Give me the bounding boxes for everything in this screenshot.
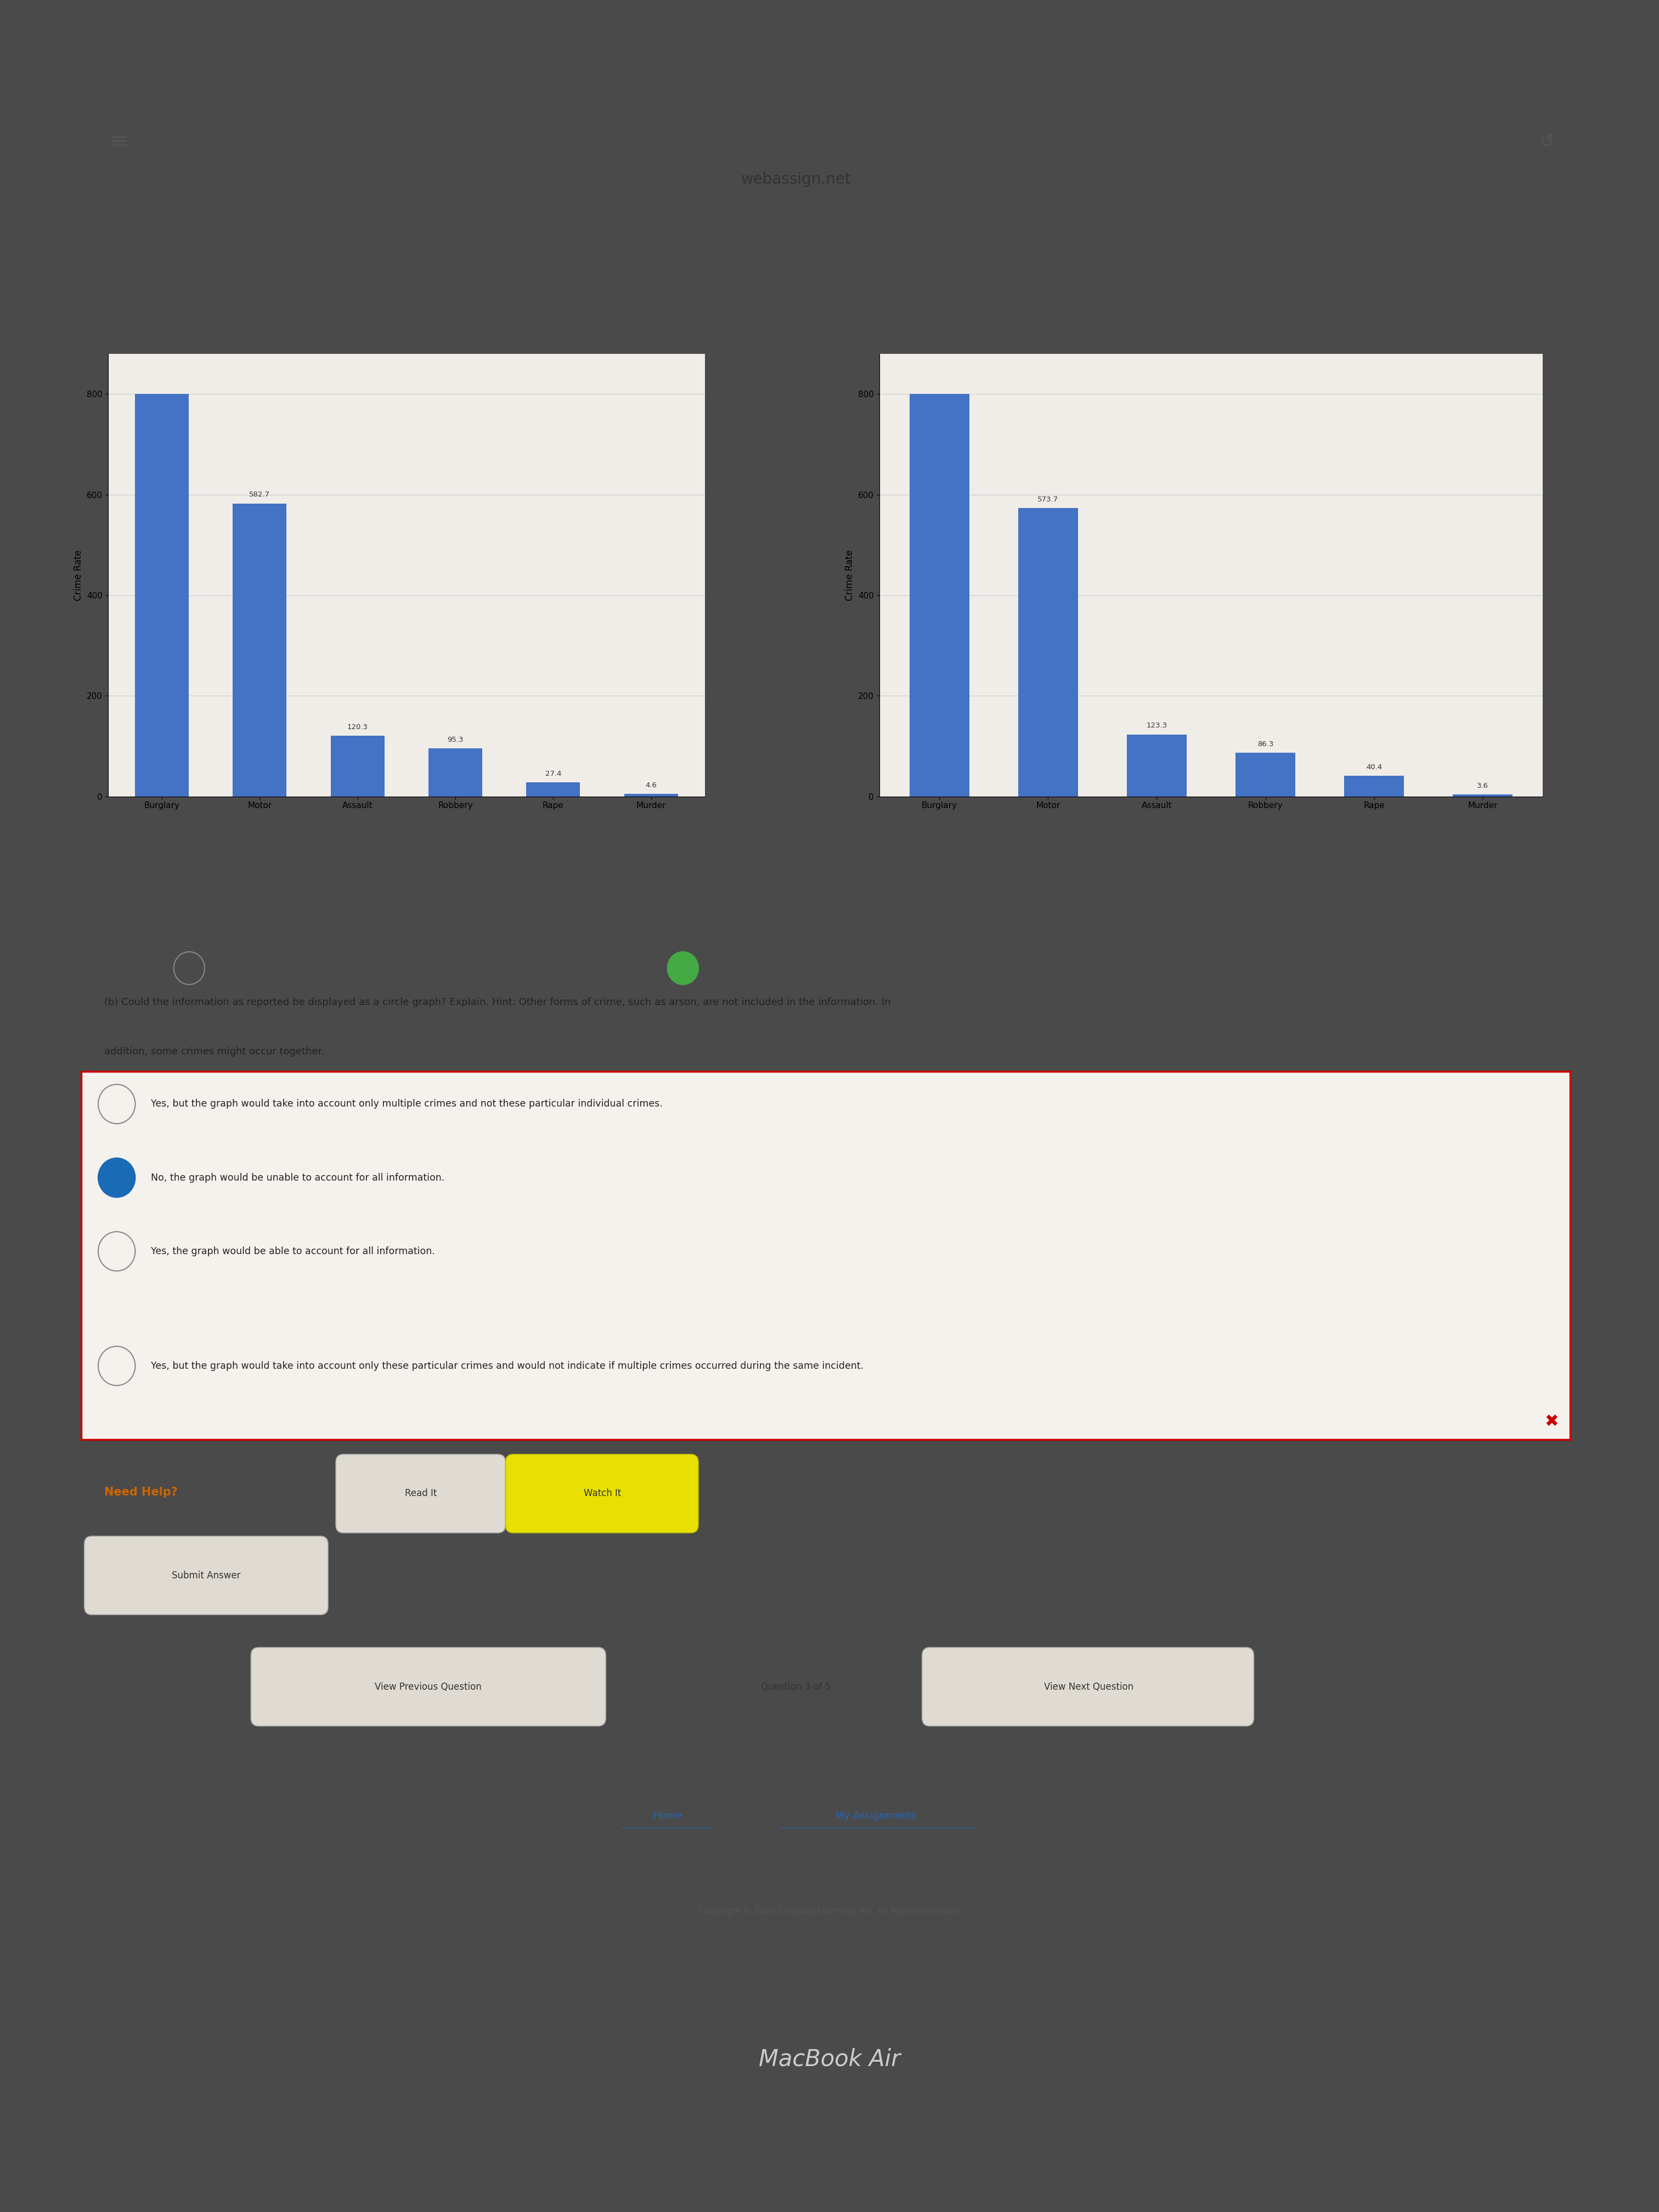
FancyBboxPatch shape — [81, 1071, 1569, 1440]
Text: ≡: ≡ — [109, 131, 129, 153]
Text: 573.7: 573.7 — [1037, 495, 1058, 502]
Text: My Assignments: My Assignments — [836, 1812, 916, 1820]
Text: Yes, but the graph would take into account only these particular crimes and woul: Yes, but the graph would take into accou… — [151, 1360, 863, 1371]
Text: View Previous Question: View Previous Question — [375, 1681, 481, 1692]
Text: 123.3: 123.3 — [1146, 721, 1168, 730]
Text: 120.3: 120.3 — [347, 723, 368, 730]
Text: 27.4: 27.4 — [546, 770, 561, 779]
Bar — [428, 748, 483, 796]
Text: webassign.net: webassign.net — [742, 173, 851, 186]
Text: 3.6: 3.6 — [1477, 783, 1488, 790]
FancyBboxPatch shape — [85, 1535, 328, 1615]
Text: Copyright © 2020 Cengage Learning, Inc. All Rights Reserved: Copyright © 2020 Cengage Learning, Inc. … — [700, 1907, 959, 1916]
Text: ↺: ↺ — [1540, 133, 1554, 150]
FancyBboxPatch shape — [335, 1453, 506, 1533]
Bar — [1236, 752, 1296, 796]
Bar — [909, 394, 969, 796]
Bar — [232, 504, 287, 796]
Text: Watch It: Watch It — [584, 1489, 622, 1498]
FancyBboxPatch shape — [922, 1648, 1254, 1725]
Text: 4.6: 4.6 — [645, 781, 657, 790]
Text: ✖: ✖ — [1545, 1413, 1558, 1429]
Circle shape — [667, 951, 698, 984]
Text: No, the graph would be unable to account for all information.: No, the graph would be unable to account… — [151, 1172, 445, 1183]
Text: Question 3 of 5: Question 3 of 5 — [761, 1681, 831, 1692]
Text: addition, some crimes might occur together.: addition, some crimes might occur togeth… — [105, 1046, 325, 1057]
FancyBboxPatch shape — [251, 1648, 606, 1725]
Text: Yes, the graph would be able to account for all information.: Yes, the graph would be able to account … — [151, 1245, 435, 1256]
Text: (b) Could the information as reported be displayed as a circle graph? Explain. H: (b) Could the information as reported be… — [105, 998, 891, 1006]
Text: MacBook Air: MacBook Air — [758, 2048, 901, 2070]
Text: 40.4: 40.4 — [1365, 763, 1382, 772]
Y-axis label: Crime Rate: Crime Rate — [73, 549, 83, 602]
Text: 582.7: 582.7 — [249, 491, 270, 498]
Bar — [1344, 776, 1404, 796]
FancyBboxPatch shape — [506, 1453, 698, 1533]
Text: View Next Question: View Next Question — [1044, 1681, 1133, 1692]
Text: 86.3: 86.3 — [1258, 741, 1274, 748]
Text: 95.3: 95.3 — [448, 737, 463, 743]
Bar — [134, 394, 189, 796]
Text: Yes, but the graph would take into account only multiple crimes and not these pa: Yes, but the graph would take into accou… — [151, 1099, 662, 1108]
Y-axis label: Crime Rate: Crime Rate — [844, 549, 854, 602]
Bar — [1019, 509, 1078, 796]
Bar — [1126, 734, 1186, 796]
Bar — [526, 783, 581, 796]
Circle shape — [98, 1159, 136, 1197]
Bar — [330, 737, 385, 796]
Text: Read It: Read It — [405, 1489, 436, 1498]
Text: Home: Home — [654, 1812, 682, 1820]
Text: Need Help?: Need Help? — [105, 1486, 178, 1498]
Text: Submit Answer: Submit Answer — [173, 1571, 241, 1579]
Bar — [624, 794, 679, 796]
